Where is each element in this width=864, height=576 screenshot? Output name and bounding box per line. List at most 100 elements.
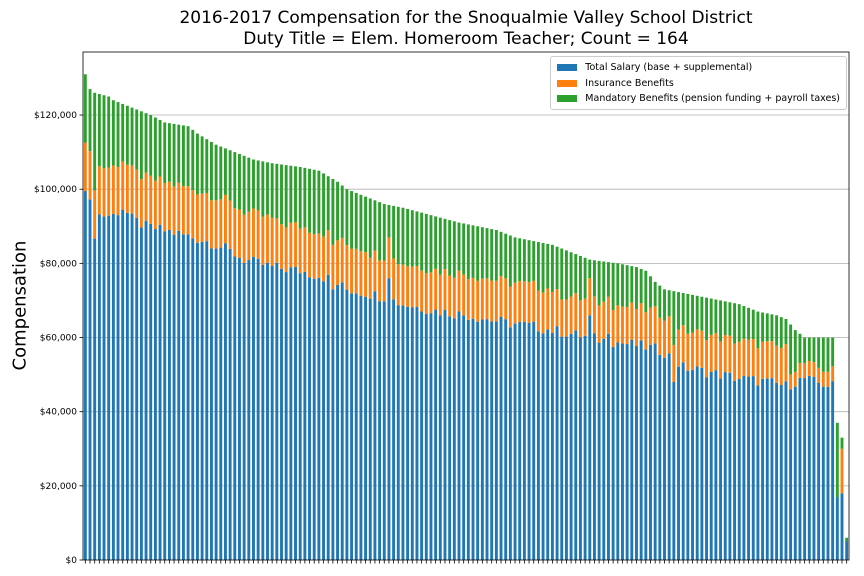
bar-insurance-82 <box>466 279 470 320</box>
bar-insurance-104 <box>569 296 573 334</box>
bar-salary-0 <box>83 191 87 561</box>
bar-mandatory-146 <box>765 313 769 342</box>
bar-insurance-131 <box>695 329 699 367</box>
bar-insurance-53 <box>331 244 335 290</box>
bar-salary-95 <box>527 322 531 560</box>
bar-mandatory-20 <box>177 124 181 183</box>
bar-mandatory-33 <box>238 153 241 210</box>
bar-insurance-118 <box>635 308 638 347</box>
bar-mandatory-121 <box>649 276 652 308</box>
bar-mandatory-93 <box>518 238 522 282</box>
bar-salary-2 <box>93 238 97 561</box>
bar-insurance-91 <box>508 286 512 328</box>
bar-insurance-73 <box>424 273 428 315</box>
bar-salary-65 <box>387 278 391 560</box>
bar-insurance-50 <box>317 233 321 278</box>
bar-salary-20 <box>177 230 181 560</box>
bar-mandatory-78 <box>448 220 452 276</box>
bar-salary-156 <box>812 377 816 560</box>
bar-insurance-140 <box>737 341 741 379</box>
bar-salary-112 <box>607 333 610 560</box>
bar-insurance-90 <box>504 278 508 320</box>
bar-mandatory-70 <box>410 210 414 267</box>
legend-label-insurance: Insurance Benefits <box>585 77 674 89</box>
bar-mandatory-162 <box>840 437 844 449</box>
bar-insurance-8 <box>121 161 125 210</box>
bar-mandatory-127 <box>677 292 680 330</box>
bar-insurance-55 <box>340 237 344 283</box>
bar-mandatory-156 <box>812 337 816 363</box>
bar-insurance-113 <box>611 309 615 348</box>
bar-mandatory-157 <box>817 337 821 368</box>
bar-mandatory-139 <box>733 303 737 344</box>
bar-insurance-16 <box>158 176 162 225</box>
bar-insurance-31 <box>228 200 232 249</box>
bar-mandatory-160 <box>831 337 835 367</box>
bar-mandatory-141 <box>742 306 746 339</box>
bar-insurance-17 <box>163 183 167 232</box>
bar-insurance-139 <box>733 343 737 381</box>
bar-salary-41 <box>275 262 279 560</box>
bar-insurance-71 <box>415 266 419 307</box>
bar-insurance-39 <box>266 214 269 263</box>
bar-salary-70 <box>410 307 414 560</box>
y-tick-label-4: $80,000 <box>40 259 77 269</box>
bar-salary-54 <box>336 284 340 560</box>
bar-salary-111 <box>602 338 606 560</box>
bar-mandatory-32 <box>233 152 237 209</box>
bar-mandatory-109 <box>592 260 596 297</box>
bar-mandatory-9 <box>125 105 129 165</box>
bar-mandatory-148 <box>775 315 779 346</box>
bar-insurance-106 <box>578 300 582 338</box>
bar-salary-58 <box>354 293 358 560</box>
bar-mandatory-28 <box>214 144 218 201</box>
bar-salary-137 <box>723 372 727 560</box>
bar-mandatory-91 <box>508 235 512 287</box>
bar-insurance-49 <box>312 234 316 279</box>
bar-mandatory-117 <box>630 266 634 303</box>
bar-salary-160 <box>831 381 835 560</box>
bar-insurance-62 <box>373 250 377 292</box>
bar-insurance-108 <box>588 278 592 316</box>
bar-salary-36 <box>252 256 255 560</box>
bar-insurance-43 <box>284 227 288 273</box>
bar-mandatory-10 <box>130 107 134 166</box>
bar-salary-59 <box>359 295 363 560</box>
bar-salary-33 <box>238 257 241 560</box>
bar-salary-24 <box>195 242 199 560</box>
bar-insurance-81 <box>462 274 466 316</box>
bar-salary-79 <box>452 318 456 560</box>
bar-mandatory-85 <box>480 227 484 279</box>
y-tick-label-0: $0 <box>66 556 78 566</box>
bar-mandatory-154 <box>803 337 807 364</box>
bar-mandatory-19 <box>172 123 176 187</box>
bar-salary-102 <box>560 336 564 560</box>
bar-insurance-105 <box>574 293 578 331</box>
bar-mandatory-58 <box>354 192 358 249</box>
bar-mandatory-126 <box>672 291 676 345</box>
bar-salary-47 <box>303 271 307 560</box>
bar-insurance-155 <box>807 360 811 376</box>
bar-mandatory-151 <box>789 324 793 375</box>
bar-salary-94 <box>522 322 526 560</box>
bar-salary-129 <box>686 370 690 560</box>
bar-mandatory-56 <box>345 189 349 246</box>
bar-mandatory-74 <box>429 215 433 273</box>
bar-mandatory-52 <box>326 176 330 231</box>
y-tick-label-1: $20,000 <box>40 482 77 492</box>
bar-salary-155 <box>807 375 811 560</box>
bar-mandatory-6 <box>111 100 115 166</box>
bar-mandatory-83 <box>471 225 475 278</box>
bar-insurance-123 <box>658 317 662 355</box>
bar-mandatory-39 <box>266 162 269 215</box>
bar-insurance-126 <box>672 344 676 383</box>
bar-mandatory-131 <box>695 295 699 330</box>
bar-insurance-160 <box>831 366 835 382</box>
bar-insurance-42 <box>280 224 283 269</box>
bar-mandatory-48 <box>308 168 311 233</box>
bar-salary-81 <box>462 315 466 560</box>
bar-salary-11 <box>135 217 139 561</box>
bar-insurance-65 <box>387 237 391 279</box>
bar-salary-18 <box>167 229 171 560</box>
bar-mandatory-128 <box>681 293 685 326</box>
